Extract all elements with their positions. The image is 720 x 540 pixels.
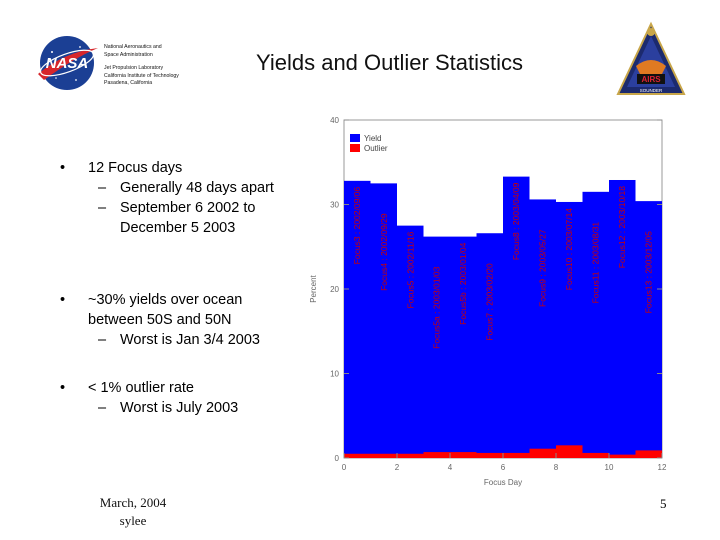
focus-label: Focus10 : 2003/07/14 xyxy=(564,208,574,291)
y-tick-label: 10 xyxy=(330,370,339,379)
slide-title: Yields and Outlier Statistics xyxy=(256,50,523,75)
sub-bullet: – Worst is July 2003 xyxy=(98,398,296,418)
outlier-bar xyxy=(635,450,662,458)
bullet-item: • ~30% yields over ocean between 50S and… xyxy=(56,290,296,350)
outlier-bar xyxy=(397,453,424,458)
focus-label: Focus13 : 2003/12/05 xyxy=(644,231,654,314)
x-tick-label: 0 xyxy=(342,463,347,472)
legend-swatch xyxy=(350,134,360,142)
outlier-bar xyxy=(370,453,397,458)
yield-bar xyxy=(397,225,424,458)
bullet-symbol: • xyxy=(60,160,66,176)
lab-line: Pasadena, California xyxy=(104,80,153,87)
yield-bar xyxy=(370,183,397,458)
x-tick-label: 10 xyxy=(605,463,614,472)
yield-bar xyxy=(609,179,636,458)
outlier-bar xyxy=(529,448,556,458)
focus-label: Focus3 : 2002/09/06 xyxy=(352,187,362,265)
outlier-bar xyxy=(344,453,371,458)
bullet-item: • 12 Focus days – Generally 48 days apar… xyxy=(56,158,296,238)
focus-label: Focus5b : 2003/01/04 xyxy=(458,242,468,325)
yield-bar xyxy=(476,233,503,458)
focus-label: Focus7 : 2003/02/20 xyxy=(485,263,495,341)
outlier-bar xyxy=(556,445,583,458)
sub-bullet-text: Worst is Jan 3/4 2003 xyxy=(120,332,260,348)
focus-label: Focus8 : 2003/04/09 xyxy=(511,182,521,260)
sub-bullet-dash: – xyxy=(98,400,107,416)
sub-bullet-text: September 6 2002 to December 5 2003 xyxy=(120,200,256,236)
focus-label: Focus9 : 2003/05/27 xyxy=(538,229,548,307)
yield-bar xyxy=(556,201,583,458)
yield-bar xyxy=(635,201,662,458)
legend-label: Yield xyxy=(364,134,382,143)
org-line: National Aeronautics and xyxy=(104,44,162,50)
focus-label: Focus4 : 2002/09/29 xyxy=(379,213,389,291)
bullet-symbol: • xyxy=(60,380,66,396)
outlier-bar xyxy=(582,452,609,458)
bullet-text: ~30% yields over ocean between 50S and 5… xyxy=(88,292,243,328)
sub-bullet: – September 6 2002 to December 5 2003 xyxy=(98,198,296,238)
focus-label: Focus5 : 2002/11/16 xyxy=(405,231,415,308)
sub-bullet-text: Generally 48 days apart xyxy=(120,180,274,196)
focus-label: Focus5a : 2003/01/03 xyxy=(432,266,442,349)
y-tick-label: 40 xyxy=(330,116,339,125)
nasa-logo-text: NASA xyxy=(46,55,89,72)
page-number: 5 xyxy=(660,496,667,511)
org-line: Space Administration xyxy=(104,51,153,58)
focus-label: Focus12 : 2003/10/18 xyxy=(617,186,627,269)
x-tick-label: 6 xyxy=(501,463,506,472)
legend-swatch xyxy=(350,144,360,152)
bullet-item: • < 1% outlier rate – Worst is July 2003 xyxy=(56,378,296,418)
focus-label: Focus11 : 2003/08/31 xyxy=(591,222,601,304)
footer-author: sylee xyxy=(119,513,147,528)
organization-block: National Aeronautics and Space Administr… xyxy=(104,44,234,88)
outlier-bar xyxy=(609,454,636,458)
bullet-text: 12 Focus days xyxy=(88,160,183,176)
x-tick-label: 2 xyxy=(395,463,400,472)
bullet-symbol: • xyxy=(60,292,66,308)
yield-bar xyxy=(344,180,371,458)
yield-bar xyxy=(450,236,477,458)
airs-logo-text: AIRS xyxy=(641,75,661,84)
sub-bullet: – Worst is Jan 3/4 2003 xyxy=(98,330,296,350)
y-tick-label: 0 xyxy=(335,454,340,463)
yield-bar xyxy=(529,199,556,458)
y-tick-label: 20 xyxy=(330,285,339,294)
x-tick-label: 4 xyxy=(448,463,453,472)
sub-bullet-text: Worst is July 2003 xyxy=(120,400,239,416)
lab-line: Jet Propulsion Laboratory xyxy=(104,65,164,72)
x-tick-label: 12 xyxy=(658,463,667,472)
sub-bullet-dash: – xyxy=(98,200,107,216)
sub-bullet-dash: – xyxy=(98,332,107,348)
x-axis-label: Focus Day xyxy=(484,478,522,487)
y-axis-label: Percent xyxy=(309,274,318,302)
outlier-bar xyxy=(503,452,530,458)
x-tick-label: 8 xyxy=(554,463,559,472)
footer-date: March, 2004 xyxy=(99,495,167,510)
bullet-text: < 1% outlier rate xyxy=(88,380,194,396)
outlier-bar xyxy=(476,452,503,458)
lab-line: California Institute of Technology xyxy=(104,72,179,79)
airs-logo-subtext: SOUNDER xyxy=(640,88,663,93)
nasa-logo: NASA xyxy=(38,36,98,90)
yield-outlier-chart: 0 10 20 30 40 0 2 4 6 8 10 12 Focus Day Percent YieldO… xyxy=(309,116,667,487)
legend-label: Outlier xyxy=(364,144,388,153)
airs-logo: AIRS SOUNDER xyxy=(616,21,686,95)
yield-bar xyxy=(582,191,609,458)
yield-bar xyxy=(503,176,530,458)
sub-bullet-dash: – xyxy=(98,180,107,196)
yield-bar xyxy=(423,236,450,458)
y-tick-label: 30 xyxy=(330,201,339,210)
outlier-bar xyxy=(423,452,450,458)
outlier-bar xyxy=(450,452,477,458)
sub-bullet: – Generally 48 days apart xyxy=(98,178,296,198)
footer: March, 2004 sylee xyxy=(88,494,178,530)
